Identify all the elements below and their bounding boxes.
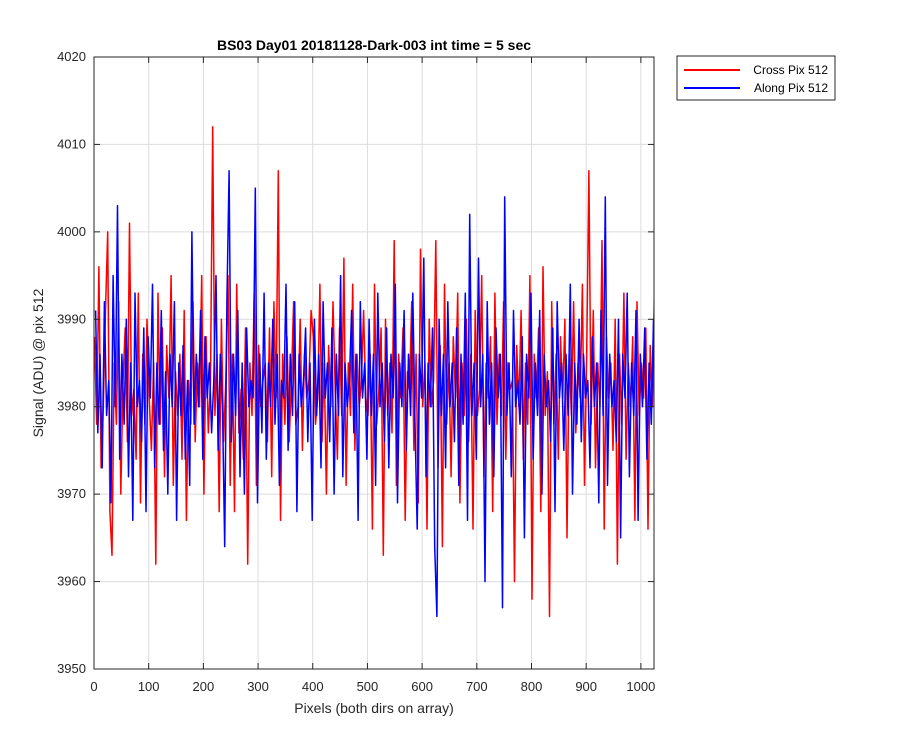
y-tick-label: 3970 — [57, 486, 86, 501]
x-tick-label: 500 — [357, 679, 379, 694]
legend-entry-along-pix: Along Pix 512 — [754, 81, 828, 95]
x-tick-label: 100 — [138, 679, 160, 694]
x-tick-label: 900 — [575, 679, 597, 694]
y-tick-label: 3950 — [57, 661, 86, 676]
y-tick-label: 3980 — [57, 399, 86, 414]
y-tick-label: 4000 — [57, 224, 86, 239]
chart-title: BS03 Day01 20181128-Dark-003 int time = … — [217, 37, 531, 53]
legend: Cross Pix 512 Along Pix 512 — [677, 56, 835, 100]
x-tick-label: 700 — [466, 679, 488, 694]
x-tick-label: 800 — [521, 679, 543, 694]
y-tick-label: 4010 — [57, 136, 86, 151]
x-tick-label: 200 — [193, 679, 215, 694]
y-axis-label: Signal (ADU) @ pix 512 — [30, 288, 46, 437]
y-tick-label: 3960 — [57, 574, 86, 589]
x-tick-label: 400 — [302, 679, 324, 694]
legend-entry-cross-pix: Cross Pix 512 — [753, 63, 828, 77]
x-tick-label: 600 — [411, 679, 433, 694]
y-tick-label: 3990 — [57, 311, 86, 326]
x-axis-label: Pixels (both dirs on array) — [294, 700, 454, 716]
y-tick-label: 4020 — [57, 49, 86, 64]
x-tick-label: 300 — [247, 679, 269, 694]
x-tick-label: 0 — [90, 679, 97, 694]
x-tick-label: 1000 — [626, 679, 655, 694]
